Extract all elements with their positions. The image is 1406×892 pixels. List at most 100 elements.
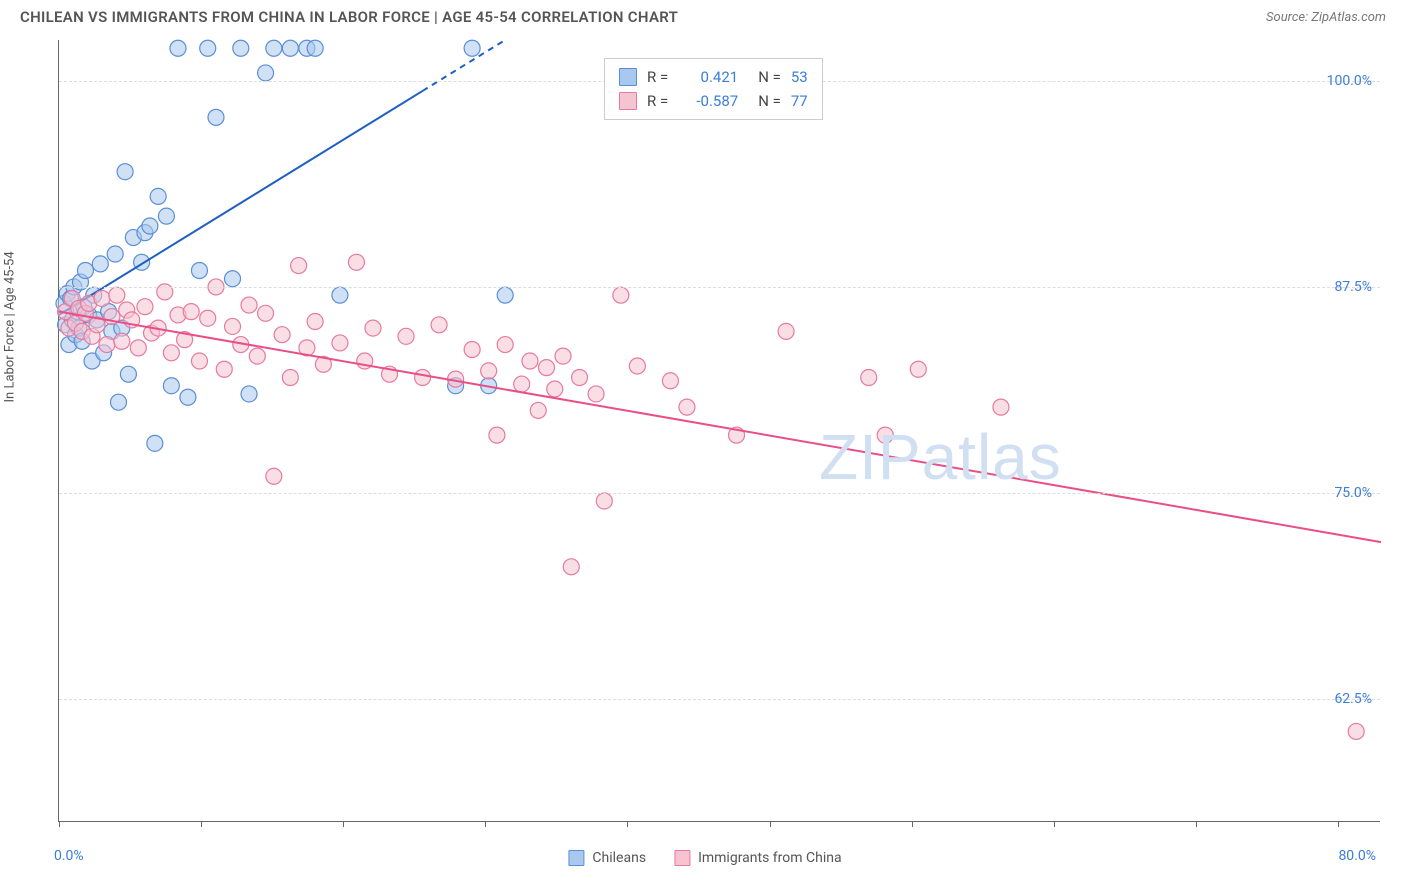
x-tick <box>1196 821 1197 827</box>
data-point <box>216 361 232 377</box>
data-point <box>572 369 588 385</box>
data-point <box>191 353 207 369</box>
data-point <box>142 218 158 234</box>
data-point <box>109 287 125 303</box>
data-point <box>307 314 323 330</box>
legend-label: Chileans <box>592 850 646 866</box>
chart-source: Source: ZipAtlas.com <box>1266 10 1386 25</box>
data-point <box>588 386 604 402</box>
data-point <box>107 246 123 262</box>
data-point <box>538 360 554 376</box>
data-point <box>679 399 695 415</box>
chart-container: In Labor Force | Age 45-54 ZIPatlas 62.5… <box>20 40 1390 870</box>
y-tick-label: 100.0% <box>1327 73 1372 89</box>
data-point <box>137 299 153 315</box>
plot-area: ZIPatlas 62.5%75.0%87.5%100.0%R =0.421N … <box>58 40 1380 822</box>
x-axis-min-label: 0.0% <box>54 848 84 864</box>
legend-swatch <box>568 850 584 866</box>
data-point <box>464 40 480 56</box>
data-point <box>241 386 257 402</box>
y-tick-label: 62.5% <box>1334 691 1372 707</box>
data-point <box>120 366 136 382</box>
data-point <box>522 353 538 369</box>
data-point <box>282 40 298 56</box>
x-tick <box>770 821 771 827</box>
x-tick <box>485 821 486 827</box>
stats-r-value: 0.421 <box>678 65 738 89</box>
chart-header: CHILEAN VS IMMIGRANTS FROM CHINA IN LABO… <box>0 0 1406 30</box>
data-point <box>225 271 241 287</box>
data-point <box>117 164 133 180</box>
data-point <box>398 328 414 344</box>
x-tick <box>343 821 344 827</box>
trend-line <box>59 312 1381 542</box>
stats-r-value: -0.587 <box>678 89 738 113</box>
stats-r-label: R = <box>647 65 668 89</box>
data-point <box>183 304 199 320</box>
data-point <box>332 287 348 303</box>
stats-row: R = 0.421 N = 53 <box>619 65 808 89</box>
stats-r-label: R = <box>647 89 668 113</box>
stats-row: R =-0.587N =77 <box>619 89 808 113</box>
legend-label: Immigrants from China <box>698 850 842 866</box>
data-point <box>249 348 265 364</box>
y-tick-label: 87.5% <box>1334 279 1372 295</box>
data-point <box>99 337 115 353</box>
data-point <box>993 399 1009 415</box>
y-axis-label: In Labor Force | Age 45-54 <box>3 251 18 402</box>
data-point <box>365 320 381 336</box>
stats-n-label: N = <box>758 89 781 113</box>
data-point <box>77 262 93 278</box>
data-point <box>497 337 513 353</box>
data-point <box>877 427 893 443</box>
data-point <box>200 310 216 326</box>
data-point <box>563 559 579 575</box>
data-point <box>92 256 108 272</box>
data-point <box>291 258 307 274</box>
stats-swatch <box>619 68 637 86</box>
data-point <box>778 323 794 339</box>
legend-swatch <box>674 850 690 866</box>
gridline <box>59 699 1380 700</box>
legend-item: Immigrants from China <box>674 850 842 866</box>
legend-item: Chileans <box>568 850 646 866</box>
data-point <box>241 297 257 313</box>
data-point <box>629 358 645 374</box>
data-point <box>415 369 431 385</box>
data-point <box>147 435 163 451</box>
data-point <box>130 340 146 356</box>
data-point <box>208 109 224 125</box>
data-point <box>497 287 513 303</box>
data-point <box>163 345 179 361</box>
data-point <box>613 287 629 303</box>
data-point <box>481 363 497 379</box>
data-point <box>266 468 282 484</box>
data-point <box>200 40 216 56</box>
data-point <box>431 317 447 333</box>
data-point <box>861 369 877 385</box>
scatter-svg <box>59 40 1381 822</box>
x-tick <box>201 821 202 827</box>
x-axis-max-label: 80.0% <box>1338 848 1376 864</box>
x-tick <box>59 821 60 827</box>
data-point <box>530 402 546 418</box>
data-point <box>225 318 241 334</box>
data-point <box>1348 723 1364 739</box>
data-point <box>307 40 323 56</box>
data-point <box>514 376 530 392</box>
data-point <box>180 389 196 405</box>
data-point <box>191 262 207 278</box>
data-point <box>233 40 249 56</box>
stats-n-value: 53 <box>791 65 808 89</box>
data-point <box>555 348 571 364</box>
stats-n-label: N = <box>758 65 781 89</box>
data-point <box>910 361 926 377</box>
data-point <box>158 208 174 224</box>
data-point <box>547 381 563 397</box>
bottom-legend: Chileans Immigrants from China <box>568 850 841 866</box>
x-tick <box>1054 821 1055 827</box>
data-point <box>274 327 290 343</box>
data-point <box>348 254 364 270</box>
data-point <box>662 373 678 389</box>
trend-line <box>59 91 423 315</box>
